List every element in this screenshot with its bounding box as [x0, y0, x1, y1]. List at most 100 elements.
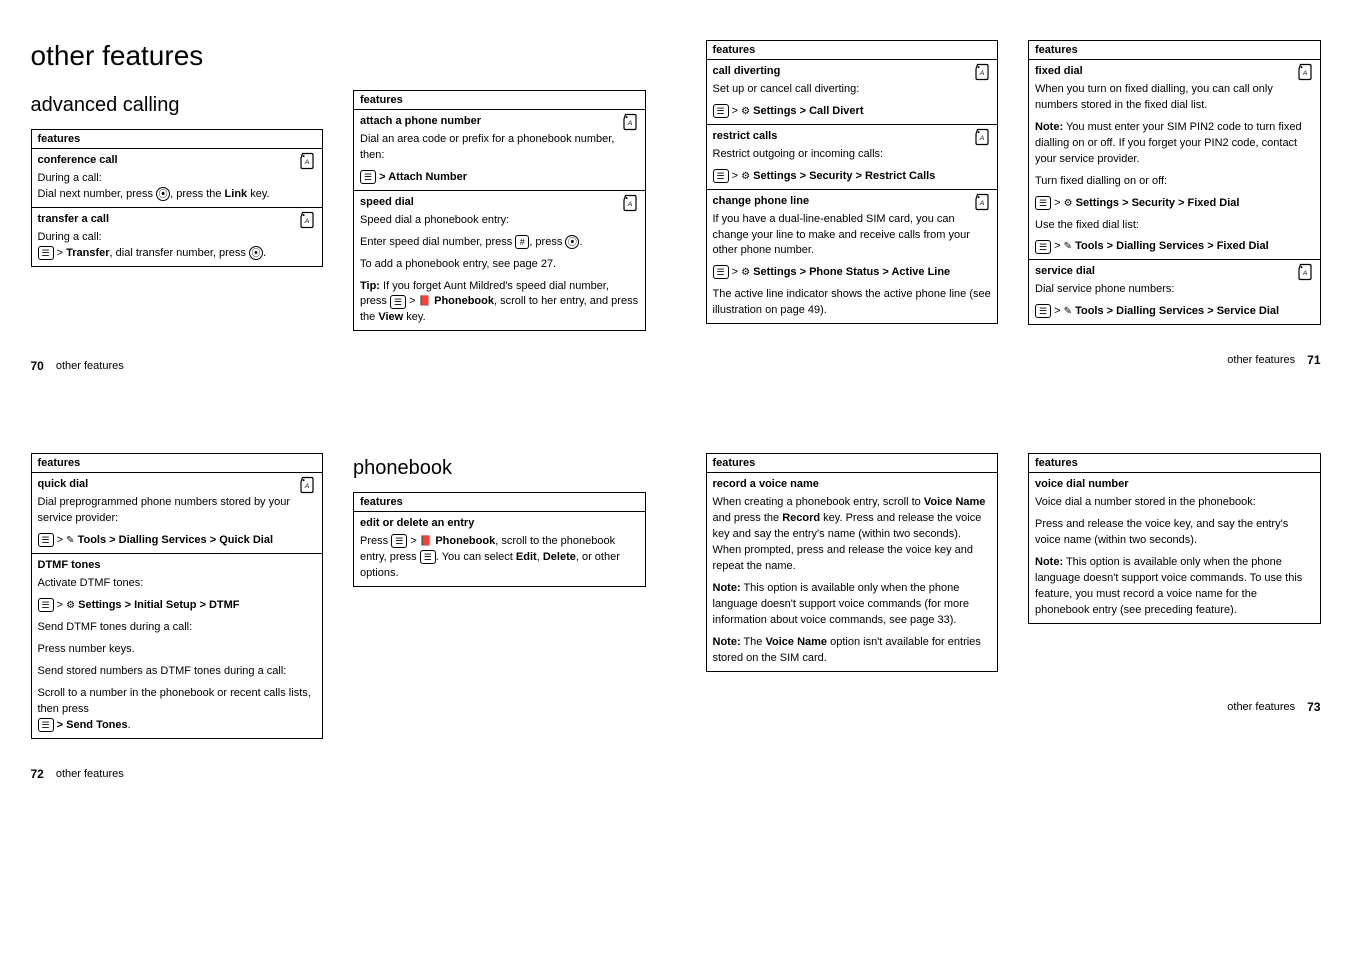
body-text: The active line indicator shows the acti… — [713, 287, 992, 319]
hash-key-icon: # — [515, 235, 529, 249]
row-title: speed dial — [360, 195, 639, 211]
page-number: 73 — [1307, 700, 1320, 714]
menu-key-icon: ☰ — [360, 170, 376, 184]
footer-label: other features — [56, 360, 124, 372]
feature-box: features edit or delete an entry Press ☰… — [353, 492, 646, 587]
body-text: Voice dial a number stored in the phoneb… — [1035, 495, 1314, 511]
menu-path: ☰ > ✎ Tools > Dialling Services > Servic… — [1035, 304, 1314, 320]
row-title: restrict calls — [713, 129, 992, 145]
box-header: features — [354, 91, 645, 110]
row-title: change phone line — [713, 194, 992, 210]
page-title: other features — [31, 40, 646, 72]
row-record-voice-name: record a voice name When creating a phon… — [707, 473, 998, 670]
body-text: Scroll to a number in the phonebook or r… — [38, 686, 317, 734]
menu-key-icon: ☰ — [391, 534, 407, 548]
row-quick-dial: quick dial Dial preprogrammed phone numb… — [32, 473, 323, 553]
page-number: 71 — [1307, 353, 1320, 367]
body-text: Send DTMF tones during a call: — [38, 620, 317, 636]
page-footer: other features 73 — [706, 700, 1321, 714]
menu-path: ☰ > ⚙ Settings > Phone Status > Active L… — [713, 265, 992, 281]
sim-icon — [1296, 63, 1314, 87]
body-text: Enter speed dial number, press #, press … — [360, 235, 639, 251]
box-header: features — [1029, 41, 1320, 60]
note-text: Note: This option is available only when… — [713, 581, 992, 629]
feature-box: features voice dial number Voice dial a … — [1028, 453, 1321, 624]
row-title: call diverting — [713, 64, 992, 80]
menu-path: ☰ > ⚙ Settings > Security > Restrict Cal… — [713, 169, 992, 185]
page-73: features record a voice name When creati… — [696, 433, 1331, 800]
menu-key-icon: ☰ — [713, 104, 729, 118]
page-footer: other features 71 — [706, 353, 1321, 367]
page-71: features call diverting Set up or cancel… — [696, 20, 1331, 393]
body-text: Use the fixed dial list: — [1035, 218, 1314, 234]
menu-key-icon: ☰ — [713, 265, 729, 279]
body-text: Press and release the voice key, and say… — [1035, 517, 1314, 549]
page-number: 70 — [31, 359, 44, 373]
body-text: Set up or cancel call diverting: — [713, 82, 992, 98]
tools-icon: ✎ — [66, 535, 74, 546]
sim-icon — [298, 152, 316, 176]
menu-path: ☰ > ✎ Tools > Dialling Services > Fixed … — [1035, 239, 1314, 255]
settings-icon: ⚙ — [66, 600, 75, 611]
page-footer: 72 other features — [31, 767, 646, 781]
row-change-phone-line: change phone line If you have a dual-lin… — [707, 189, 998, 324]
box-header: features — [32, 130, 323, 149]
body-text: Dial preprogrammed phone numbers stored … — [38, 495, 317, 527]
body-text: Activate DTMF tones: — [38, 576, 317, 592]
row-restrict-calls: restrict calls Restrict outgoing or inco… — [707, 124, 998, 189]
settings-icon: ⚙ — [1064, 198, 1073, 209]
body-text: Dial next number, press ⦿, press the Lin… — [38, 187, 317, 203]
sim-icon — [621, 113, 639, 137]
footer-label: other features — [1227, 354, 1295, 366]
feature-box: features conference call During a call: … — [31, 129, 324, 267]
sim-icon — [298, 476, 316, 500]
settings-icon: ⚙ — [741, 106, 750, 117]
tools-icon: ✎ — [1064, 241, 1072, 252]
sim-icon — [1296, 263, 1314, 287]
settings-icon: ⚙ — [741, 171, 750, 182]
row-title: record a voice name — [713, 477, 992, 493]
body-text: Restrict outgoing or incoming calls: — [713, 147, 992, 163]
phonebook-icon: 📕 — [420, 536, 432, 547]
sim-icon — [298, 211, 316, 235]
body-text: Press ☰ > 📕 Phonebook, scroll to the pho… — [360, 534, 639, 582]
menu-path: ☰ > ⚙ Settings > Initial Setup > DTMF — [38, 598, 317, 614]
row-attach-number: attach a phone number Dial an area code … — [354, 110, 645, 190]
row-dtmf-tones: DTMF tones Activate DTMF tones: ☰ > ⚙ Se… — [32, 553, 323, 737]
box-header: features — [354, 493, 645, 512]
row-speed-dial: speed dial Speed dial a phonebook entry:… — [354, 190, 645, 331]
menu-key-icon: ☰ — [390, 295, 406, 309]
feature-box: features attach a phone number Dial an a… — [353, 90, 646, 331]
sim-icon — [973, 193, 991, 217]
section-title: phonebook — [353, 457, 646, 480]
menu-key-icon: ☰ — [1035, 304, 1051, 318]
menu-key-icon: ☰ — [1035, 196, 1051, 210]
phonebook-icon: 📕 — [419, 296, 431, 307]
sim-icon — [973, 128, 991, 152]
tools-icon: ✎ — [1064, 306, 1072, 317]
box-header: features — [707, 41, 998, 60]
row-fixed-dial: fixed dial When you turn on fixed dialli… — [1029, 60, 1320, 259]
body-text: Dial an area code or prefix for a phoneb… — [360, 132, 639, 164]
row-transfer-call: transfer a call During a call: ☰ > Trans… — [32, 207, 323, 266]
row-call-diverting: call diverting Set up or cancel call div… — [707, 60, 998, 124]
sim-icon — [973, 63, 991, 87]
menu-key-icon: ☰ — [420, 550, 436, 564]
feature-box: features record a voice name When creati… — [706, 453, 999, 671]
menu-key-icon: ☰ — [713, 169, 729, 183]
feature-box: features call diverting Set up or cancel… — [706, 40, 999, 324]
row-conference-call: conference call During a call: Dial next… — [32, 149, 323, 207]
box-header: features — [707, 454, 998, 473]
box-header: features — [1029, 454, 1320, 473]
body-text: If you have a dual-line-enabled SIM card… — [713, 212, 992, 260]
body-text: During a call: — [38, 171, 317, 187]
body-text: To add a phonebook entry, see page 27. — [360, 257, 639, 273]
pages-grid: other features advanced calling features… — [21, 20, 1331, 801]
section-title: advanced calling — [31, 94, 324, 117]
menu-key-icon: ☰ — [38, 246, 54, 260]
body-text: Turn fixed dialling on or off: — [1035, 174, 1314, 190]
feature-box: features fixed dial When you turn on fix… — [1028, 40, 1321, 325]
row-title: transfer a call — [38, 212, 317, 228]
note-text: Note: This option is available only when… — [1035, 555, 1314, 619]
page-number: 72 — [31, 767, 44, 781]
